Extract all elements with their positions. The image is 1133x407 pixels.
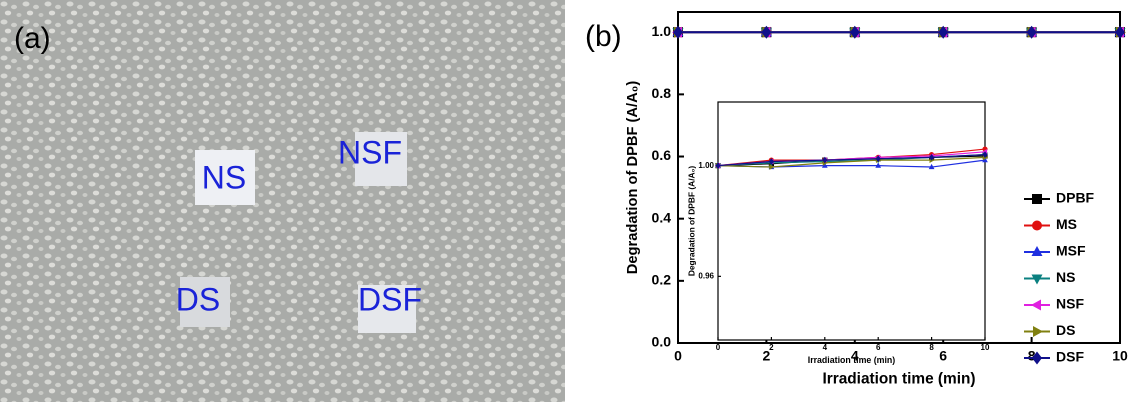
photo-panel: (a) NS NSF DS DSF [0, 0, 565, 402]
legend-label: MS [1056, 216, 1077, 232]
x-tick-label: 4 [823, 343, 828, 352]
x-axis-label: Irradiation time (min) [808, 355, 896, 365]
legend-label: DSF [1056, 349, 1084, 365]
y-tick-label: 0.0 [652, 334, 672, 350]
panel-label: (a) [14, 22, 51, 55]
data-point [875, 155, 881, 163]
series-line [717, 153, 986, 167]
x-tick-label: 10 [1112, 348, 1128, 364]
legend-label: MSF [1056, 243, 1086, 259]
x-tick-label: 2 [769, 343, 774, 352]
sample-square [358, 285, 416, 333]
y-axis-label: Degradation of DPBF (A/A₀) [625, 81, 641, 275]
x-tick-label: 8 [929, 343, 934, 352]
data-point [849, 25, 860, 39]
legend-label: DS [1056, 322, 1075, 338]
x-tick-label: 2 [763, 348, 771, 364]
sample-square [195, 150, 255, 205]
legend-marker [1031, 299, 1041, 311]
x-tick-label: 6 [876, 343, 881, 352]
x-tick-label: 6 [939, 348, 947, 364]
legend-marker [1032, 351, 1042, 365]
data-point [982, 156, 988, 163]
sample-label: DSF [358, 281, 422, 317]
y-tick-label: 1.0 [652, 23, 672, 39]
x-tick-label: 8 [1028, 348, 1036, 364]
x-tick-label: 0 [674, 348, 682, 364]
sample-square [355, 132, 407, 186]
x-tick-label: 10 [981, 343, 990, 352]
data-point [768, 158, 774, 165]
data-point [928, 163, 935, 170]
y-tick-label: 0.96 [698, 271, 714, 280]
legend-label: NS [1056, 269, 1075, 285]
data-point [929, 153, 935, 161]
plot-area [717, 101, 986, 341]
sample-label: DS [176, 281, 220, 317]
sample-square [180, 277, 230, 327]
series-line [717, 156, 986, 168]
legend-marker [1033, 326, 1043, 337]
data-point [673, 25, 683, 39]
y-tick-label: 0.2 [652, 272, 672, 288]
x-axis-label: Irradiation time (min) [822, 370, 975, 387]
y-axis-label: Degradation of DPBF (A/A₀) [687, 166, 697, 277]
legend-marker [1031, 246, 1043, 256]
legend-label: NSF [1056, 296, 1084, 312]
data-point [1115, 25, 1125, 39]
legend-marker [1031, 274, 1043, 285]
data-point [822, 156, 828, 164]
y-tick-label: 0.4 [652, 209, 672, 225]
data-point [769, 164, 775, 170]
data-point [761, 25, 772, 39]
sample-label: NSF [338, 134, 402, 170]
legend-label: DPBF [1056, 190, 1095, 206]
legend-marker [1032, 194, 1042, 204]
photo [0, 0, 565, 402]
y-tick-label: 0.6 [652, 147, 672, 163]
sample-label: NS [202, 159, 246, 195]
x-tick-label: 4 [851, 348, 859, 364]
data-point [1026, 25, 1037, 39]
data-point [982, 151, 988, 158]
data-point [821, 162, 828, 168]
data-point [715, 162, 721, 170]
data-point [875, 162, 882, 168]
y-tick-label: 1.00 [698, 161, 714, 170]
legend-marker [1032, 220, 1042, 231]
data-point [938, 25, 949, 39]
panel-label: (b) [585, 20, 622, 53]
y-tick-label: 0.8 [652, 85, 672, 101]
x-tick-label: 0 [716, 343, 721, 352]
